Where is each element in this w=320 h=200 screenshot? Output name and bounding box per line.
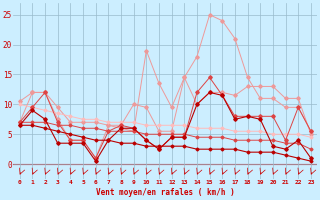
X-axis label: Vent moyen/en rafales ( km/h ): Vent moyen/en rafales ( km/h ) bbox=[96, 188, 235, 197]
